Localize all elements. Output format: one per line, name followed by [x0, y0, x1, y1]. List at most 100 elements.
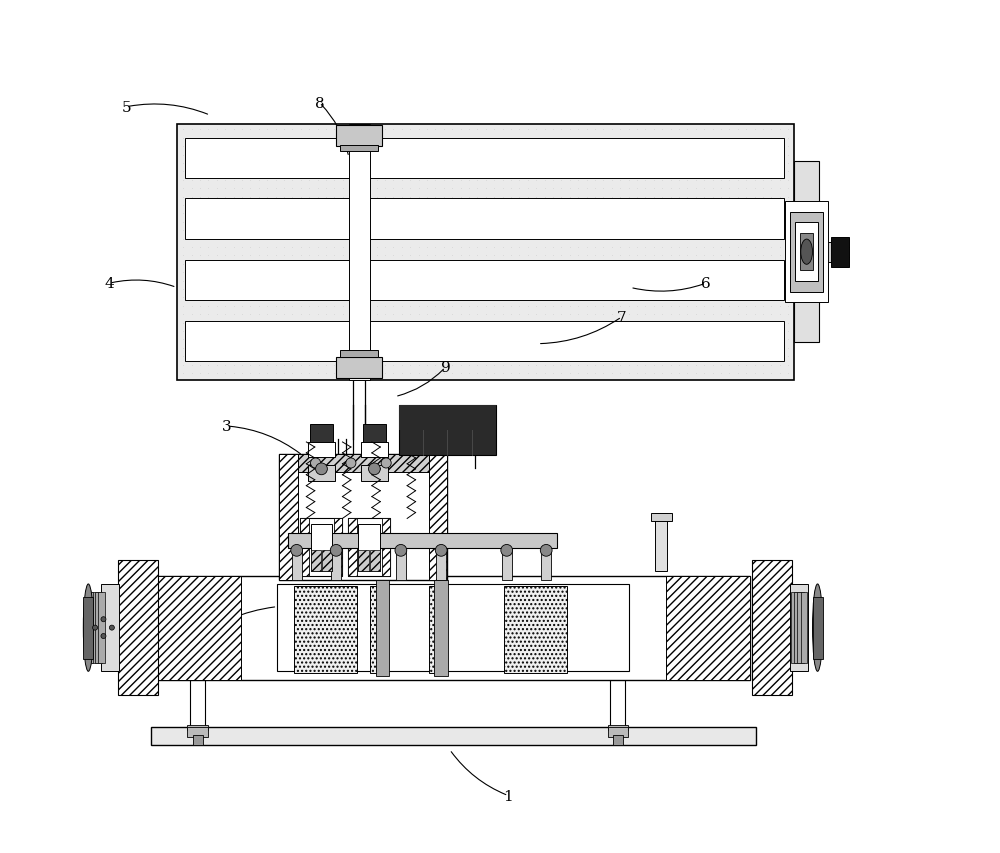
Ellipse shape — [813, 584, 823, 671]
Bar — [795, 223, 818, 281]
Circle shape — [395, 545, 407, 556]
Circle shape — [330, 545, 342, 556]
Bar — [504, 586, 567, 673]
Bar — [370, 551, 380, 572]
Bar — [331, 548, 341, 580]
Bar — [794, 162, 819, 343]
Bar — [502, 548, 512, 580]
Bar — [279, 454, 298, 580]
Bar — [396, 548, 406, 580]
Bar — [752, 560, 792, 695]
Bar — [298, 454, 429, 473]
Text: 1: 1 — [504, 789, 513, 803]
Bar — [666, 576, 750, 680]
Bar — [151, 727, 756, 746]
Bar — [277, 584, 629, 671]
Text: 3: 3 — [222, 420, 232, 433]
Bar — [358, 551, 369, 572]
Bar — [790, 212, 823, 293]
Bar — [185, 260, 784, 300]
Bar — [831, 237, 849, 268]
Bar — [101, 584, 119, 671]
Bar — [288, 533, 557, 548]
Circle shape — [291, 545, 303, 556]
Bar — [95, 593, 102, 663]
Bar — [382, 519, 390, 576]
Circle shape — [381, 458, 391, 468]
Circle shape — [346, 458, 356, 468]
Bar — [310, 425, 333, 444]
Text: 9: 9 — [441, 361, 450, 374]
Bar — [311, 551, 321, 572]
Circle shape — [316, 463, 327, 475]
Bar — [294, 586, 357, 673]
Bar — [655, 513, 667, 572]
Circle shape — [93, 625, 98, 630]
Text: 8: 8 — [315, 96, 324, 110]
Bar — [541, 548, 551, 580]
Bar — [185, 139, 784, 179]
Circle shape — [435, 545, 447, 556]
Bar — [790, 584, 808, 671]
Bar — [348, 519, 390, 576]
Bar — [651, 513, 672, 521]
Circle shape — [540, 545, 552, 556]
Text: 4: 4 — [104, 277, 114, 291]
Circle shape — [101, 634, 106, 639]
Bar — [429, 586, 447, 673]
Bar — [190, 678, 205, 727]
Bar — [187, 725, 208, 730]
Circle shape — [369, 463, 380, 475]
Text: 6: 6 — [701, 277, 711, 291]
Text: 7: 7 — [617, 310, 627, 324]
Bar — [794, 593, 801, 663]
Bar — [334, 519, 342, 576]
Bar — [308, 443, 335, 457]
Bar — [308, 466, 335, 481]
Bar — [336, 357, 382, 379]
Bar — [813, 597, 823, 659]
Bar — [785, 202, 828, 303]
Bar — [193, 735, 203, 746]
Bar — [608, 727, 628, 737]
Bar — [336, 126, 382, 147]
Ellipse shape — [83, 584, 93, 671]
Bar — [376, 580, 389, 676]
Bar — [322, 551, 332, 572]
Bar — [349, 125, 370, 380]
Bar — [187, 727, 208, 737]
Bar — [157, 576, 750, 680]
Bar — [797, 593, 804, 663]
Bar — [399, 405, 496, 431]
Bar — [434, 580, 448, 676]
Bar — [361, 466, 388, 481]
Bar — [92, 593, 98, 663]
Bar — [801, 593, 807, 663]
Ellipse shape — [801, 240, 813, 265]
Bar — [363, 425, 386, 444]
Bar — [118, 560, 158, 695]
Bar — [300, 519, 309, 576]
Bar — [340, 145, 378, 152]
Bar — [358, 525, 380, 572]
Bar — [613, 735, 623, 746]
Bar — [436, 548, 446, 580]
Bar — [185, 322, 784, 362]
Circle shape — [101, 617, 106, 622]
Bar — [185, 199, 784, 240]
Bar — [361, 443, 388, 457]
Bar — [98, 593, 105, 663]
Circle shape — [311, 458, 321, 468]
Text: 2: 2 — [184, 638, 194, 652]
Bar — [370, 586, 388, 673]
Bar — [348, 519, 357, 576]
Bar — [157, 576, 241, 680]
Bar — [340, 351, 378, 357]
Bar — [819, 242, 832, 263]
Bar — [177, 125, 794, 380]
Bar — [311, 525, 332, 572]
Bar — [83, 597, 93, 659]
Bar — [300, 519, 342, 576]
Bar — [800, 234, 813, 271]
Circle shape — [109, 625, 114, 630]
